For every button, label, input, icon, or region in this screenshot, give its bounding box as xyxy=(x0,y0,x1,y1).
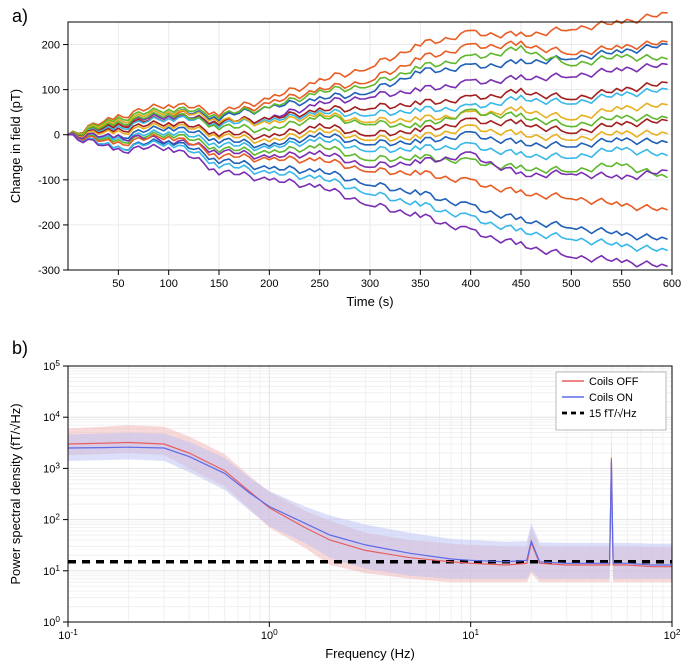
svg-text:Frequency (Hz): Frequency (Hz) xyxy=(325,646,415,661)
svg-text:250: 250 xyxy=(310,278,328,290)
svg-text:100: 100 xyxy=(261,628,278,643)
svg-text:200: 200 xyxy=(42,40,60,52)
panel-b-chart: 10-1100101102100101102103104105Frequency… xyxy=(0,340,685,672)
svg-text:101: 101 xyxy=(43,563,60,578)
svg-text:100: 100 xyxy=(159,278,177,290)
svg-text:Change in field (pT): Change in field (pT) xyxy=(8,89,23,203)
svg-text:-100: -100 xyxy=(38,175,60,187)
svg-text:550: 550 xyxy=(612,278,630,290)
svg-text:Coils OFF: Coils OFF xyxy=(589,376,639,388)
svg-text:15 fT/√Hz: 15 fT/√Hz xyxy=(589,408,637,420)
svg-text:100: 100 xyxy=(42,85,60,97)
svg-text:104: 104 xyxy=(43,410,60,425)
svg-text:350: 350 xyxy=(411,278,429,290)
svg-text:-200: -200 xyxy=(38,220,60,232)
svg-text:150: 150 xyxy=(210,278,228,290)
svg-text:600: 600 xyxy=(663,278,681,290)
svg-text:Power spectral density (fT/√Hz: Power spectral density (fT/√Hz) xyxy=(8,403,23,584)
svg-text:100: 100 xyxy=(43,615,60,630)
svg-text:Coils ON: Coils ON xyxy=(589,392,633,404)
svg-text:102: 102 xyxy=(664,628,681,643)
svg-text:103: 103 xyxy=(43,461,60,476)
svg-text:200: 200 xyxy=(260,278,278,290)
svg-text:105: 105 xyxy=(43,359,60,374)
svg-text:-300: -300 xyxy=(38,265,60,277)
panel-a-chart: 50 100 150 200 250 300 350 400 450 500 550 600 -300 -… xyxy=(0,0,685,320)
svg-text:0: 0 xyxy=(54,130,60,142)
svg-text:300: 300 xyxy=(361,278,379,290)
svg-text:450: 450 xyxy=(512,278,530,290)
figure-root: a) 50100150200250300350400450500550600-3… xyxy=(0,0,685,672)
svg-text:400: 400 xyxy=(461,278,479,290)
svg-text:102: 102 xyxy=(43,512,60,527)
svg-text:Time (s): Time (s) xyxy=(346,294,393,309)
svg-text:101: 101 xyxy=(462,628,479,643)
svg-text:10-1: 10-1 xyxy=(58,628,78,643)
svg-text:500: 500 xyxy=(562,278,580,290)
svg-text:50: 50 xyxy=(112,278,124,290)
